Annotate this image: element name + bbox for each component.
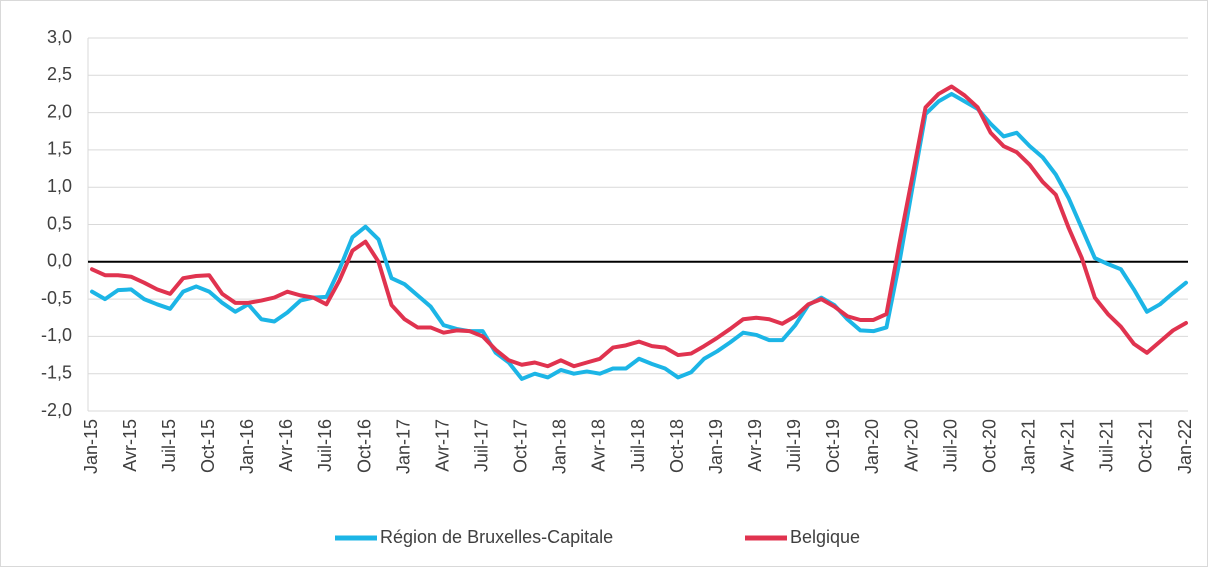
x-tick-label: Juil-21 bbox=[1097, 419, 1117, 472]
x-tick-label: Avr-19 bbox=[745, 419, 765, 472]
x-tick-label: Oct-16 bbox=[354, 419, 374, 473]
x-tick-label: Oct-15 bbox=[198, 419, 218, 473]
y-tick-label: 0,0 bbox=[47, 251, 72, 271]
x-tick-label: Jan-20 bbox=[862, 419, 882, 474]
x-tick-label: Oct-18 bbox=[667, 419, 687, 473]
x-tick-label: Avr-15 bbox=[120, 419, 140, 472]
x-tick-label: Avr-18 bbox=[589, 419, 609, 472]
x-tick-label: Jan-18 bbox=[550, 419, 570, 474]
y-tick-label: -1,0 bbox=[41, 325, 72, 345]
y-tick-label: 1,5 bbox=[47, 139, 72, 159]
x-tick-label: Juil-20 bbox=[940, 419, 960, 472]
x-tick-label: Oct-17 bbox=[511, 419, 531, 473]
x-tick-label: Avr-20 bbox=[901, 419, 921, 472]
y-tick-label: 3,0 bbox=[47, 27, 72, 47]
x-tick-label: Avr-17 bbox=[432, 419, 452, 472]
y-tick-label: 1,0 bbox=[47, 176, 72, 196]
x-tick-label: Avr-21 bbox=[1058, 419, 1078, 472]
x-tick-label: Juil-16 bbox=[315, 419, 335, 472]
x-tick-label: Jan-19 bbox=[706, 419, 726, 474]
y-tick-label: 2,5 bbox=[47, 64, 72, 84]
x-tick-label: Oct-19 bbox=[823, 419, 843, 473]
x-tick-label: Jan-16 bbox=[237, 419, 257, 474]
x-tick-label: Jan-22 bbox=[1175, 419, 1195, 474]
x-tick-label: Juil-15 bbox=[159, 419, 179, 472]
y-tick-label: 0,5 bbox=[47, 213, 72, 233]
x-tick-label: Avr-16 bbox=[276, 419, 296, 472]
y-tick-label: -2,0 bbox=[41, 400, 72, 420]
y-tick-label: -0,5 bbox=[41, 288, 72, 308]
x-tick-label: Jan-17 bbox=[393, 419, 413, 474]
x-tick-label: Jan-15 bbox=[81, 419, 101, 474]
y-tick-label: -1,5 bbox=[41, 362, 72, 382]
line-series bbox=[90, 84, 1188, 369]
x-tick-label: Oct-20 bbox=[979, 419, 999, 473]
legend-label: Région de Bruxelles-Capitale bbox=[380, 527, 613, 547]
x-tick-label: Jan-21 bbox=[1018, 419, 1038, 474]
legend-label: Belgique bbox=[790, 527, 860, 547]
y-tick-label: 2,0 bbox=[47, 101, 72, 121]
x-tick-label: Juil-17 bbox=[471, 419, 491, 472]
x-tick-label: Juil-19 bbox=[784, 419, 804, 472]
x-tick-label: Oct-21 bbox=[1136, 419, 1156, 473]
x-tick-label: Juil-18 bbox=[628, 419, 648, 472]
line-series bbox=[90, 91, 1188, 381]
